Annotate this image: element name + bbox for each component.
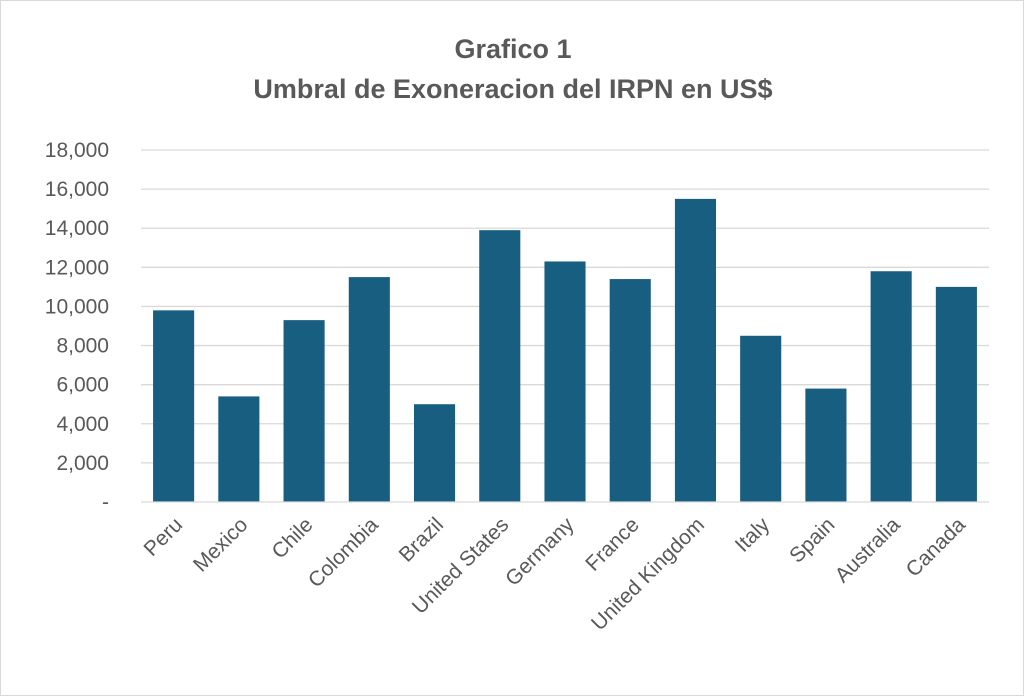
bar-canada bbox=[935, 286, 977, 502]
y-tick-label: 14,000 bbox=[45, 217, 109, 240]
bar-australia bbox=[870, 271, 912, 502]
bar-spain bbox=[805, 388, 847, 502]
y-tick-label: 18,000 bbox=[45, 139, 109, 162]
x-category-label: Italy bbox=[731, 513, 775, 557]
y-tick-label: 2,000 bbox=[56, 452, 109, 475]
bars bbox=[153, 198, 977, 502]
y-tick-label: 4,000 bbox=[56, 413, 109, 436]
x-category-label: Canada bbox=[902, 513, 971, 582]
x-category-label: France bbox=[581, 513, 643, 575]
bar-italy bbox=[740, 335, 782, 502]
y-tick-label: - bbox=[102, 491, 109, 514]
x-category-label: Spain bbox=[785, 513, 839, 567]
bar-peru bbox=[153, 310, 195, 502]
x-category-label: Australia bbox=[831, 513, 905, 587]
bar-colombia bbox=[348, 277, 390, 502]
bar-germany bbox=[544, 261, 586, 502]
bar-france bbox=[609, 279, 651, 502]
bar-chile bbox=[283, 320, 325, 502]
chart-subtitle: Umbral de Exoneracion del IRPN en US$ bbox=[253, 74, 772, 104]
x-category-label: Colombia bbox=[304, 513, 383, 592]
bar-united-states bbox=[479, 230, 521, 502]
x-category-label: Mexico bbox=[189, 513, 252, 576]
bar-united-kingdom bbox=[674, 198, 717, 502]
x-category-label: United Kingdom bbox=[587, 513, 709, 635]
chart-title: Grafico 1 bbox=[454, 34, 571, 64]
y-tick-label: 6,000 bbox=[56, 374, 109, 397]
y-tick-label: 16,000 bbox=[45, 178, 109, 201]
y-tick-label: 10,000 bbox=[45, 295, 109, 318]
x-category-label: Brazil bbox=[395, 513, 448, 566]
x-category-label: Chile bbox=[268, 513, 318, 563]
y-tick-label: 12,000 bbox=[45, 256, 109, 279]
y-axis-ticks: - 2,000 4,000 6,000 8,000 10,000 12,000 14,000 1… bbox=[45, 139, 109, 514]
bar-brazil bbox=[413, 404, 456, 502]
bar-mexico bbox=[218, 396, 260, 502]
y-tick-label: 8,000 bbox=[56, 335, 109, 358]
x-category-label: Peru bbox=[140, 513, 188, 561]
x-category-label: Germany bbox=[501, 513, 579, 591]
